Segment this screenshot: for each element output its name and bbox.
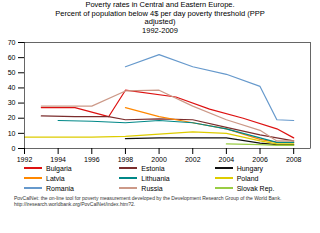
html-text:Estonia: Estonia	[141, 164, 165, 172]
svg-text:1992: 1992	[17, 156, 33, 163]
html-text:Romania: Romania	[46, 184, 74, 192]
svg-text:10: 10	[8, 129, 16, 136]
svg-text:2006: 2006	[252, 156, 268, 163]
svg-text:2002: 2002	[185, 156, 201, 163]
html-text:Slovak Rep.: Slovak Rep.	[236, 184, 275, 192]
svg-text:20: 20	[8, 114, 16, 121]
svg-text:0: 0	[12, 144, 16, 151]
svg-text:40: 40	[8, 84, 16, 91]
svg-text:60: 60	[8, 53, 16, 60]
svg-text:2000: 2000	[151, 156, 167, 163]
svg-text:50: 50	[8, 69, 16, 76]
svg-text:1996: 1996	[84, 156, 100, 163]
svg-text:1994: 1994	[50, 156, 66, 163]
html-text:Hungary: Hungary	[236, 164, 264, 172]
html-text:Lithuania: Lithuania	[141, 174, 170, 182]
html-text:Poland: Poland	[236, 174, 259, 182]
html-text:Bulgaria: Bulgaria	[46, 164, 72, 172]
html-text:Russia: Russia	[141, 184, 163, 192]
svg-text:30: 30	[8, 99, 16, 106]
svg-text:70: 70	[8, 38, 16, 45]
html-text:Poverty rates in Central and E: Poverty rates in Central and Eastern Eur…	[55, 0, 265, 35]
svg-text:2008: 2008	[286, 156, 302, 163]
svg-text:2004: 2004	[219, 156, 235, 163]
html-text:Latvia: Latvia	[46, 174, 65, 182]
svg-text:1998: 1998	[118, 156, 134, 163]
html-text:PovCalNet: the on-line tool fo: PovCalNet: the on-line tool for poverty …	[14, 194, 282, 207]
